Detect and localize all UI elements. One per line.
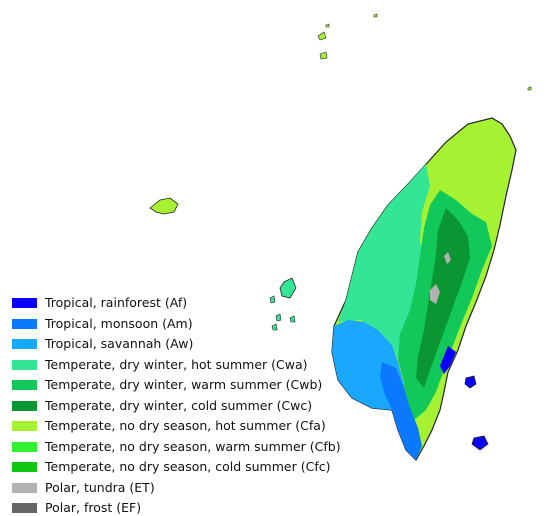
legend-label: Temperate, no dry season, hot summer (Cf… xyxy=(45,418,326,433)
legend-swatch xyxy=(12,400,37,411)
legend-label: Temperate, dry winter, warm summer (Cwb) xyxy=(45,377,323,392)
legend-item-af: Tropical, rainforest (Af) xyxy=(12,293,341,314)
legend-label: Polar, tundra (ET) xyxy=(45,479,155,495)
region-am xyxy=(380,362,422,460)
legend-item-cfa: Temperate, no dry season, hot summer (Cf… xyxy=(12,416,341,437)
matsu-islet-1 xyxy=(317,31,327,41)
region-et xyxy=(430,252,451,304)
legend-swatch xyxy=(12,380,37,391)
legend-label: Temperate, dry winter, cold summer (Cwc) xyxy=(45,397,313,413)
legend-swatch xyxy=(12,359,37,370)
legend-item-et: Polar, tundra (ET) xyxy=(12,478,341,499)
legend-item-aw: Tropical, savannah (Aw) xyxy=(12,334,341,355)
legend-label: Polar, frost (EF) xyxy=(45,500,142,515)
legend-swatch xyxy=(12,462,37,473)
orchid-island xyxy=(471,435,489,451)
legend-swatch xyxy=(12,339,37,350)
penghu-islands xyxy=(279,277,297,299)
legend-item-cfb: Temperate, no dry season, warm summer (C… xyxy=(12,437,341,458)
penghu-islet-3 xyxy=(289,315,296,323)
legend-swatch xyxy=(12,441,37,452)
legend-swatch xyxy=(12,482,37,493)
matsu-islet-4 xyxy=(373,13,378,18)
legend-item-am: Tropical, monsoon (Am) xyxy=(12,314,341,335)
legend-item-cwc: Temperate, dry winter, cold summer (Cwc) xyxy=(12,396,341,417)
legend-label: Tropical, savannah (Aw) xyxy=(45,336,194,351)
penghu-islet-2 xyxy=(271,323,278,331)
region-af xyxy=(440,346,456,374)
pengjia-islet xyxy=(527,86,532,91)
legend-label: Temperate, no dry season, warm summer (C… xyxy=(45,438,341,454)
legend-swatch xyxy=(12,421,37,432)
legend-label: Temperate, no dry season, cold summer (C… xyxy=(45,459,331,474)
green-island xyxy=(464,375,477,389)
penghu-islet-4 xyxy=(269,295,276,304)
legend-label: Tropical, monsoon (Am) xyxy=(45,315,193,331)
legend-item-cfc: Temperate, no dry season, cold summer (C… xyxy=(12,457,341,478)
region-cwc xyxy=(416,208,470,388)
legend-swatch xyxy=(12,503,37,514)
legend-item-ef: Polar, frost (EF) xyxy=(12,498,341,516)
climate-legend: Tropical, rainforest (Af) Tropical, monso… xyxy=(12,293,341,516)
penghu-islet-1 xyxy=(275,313,282,322)
legend-swatch xyxy=(12,298,37,309)
kinmen-island xyxy=(149,197,179,215)
matsu-islet-2 xyxy=(319,51,328,60)
legend-label: Tropical, rainforest (Af) xyxy=(45,295,188,310)
legend-item-cwa: Temperate, dry winter, hot summer (Cwa) xyxy=(12,355,341,376)
matsu-islet-3 xyxy=(325,23,330,28)
legend-swatch xyxy=(12,318,37,329)
legend-item-cwb: Temperate, dry winter, warm summer (Cwb) xyxy=(12,375,341,396)
legend-label: Temperate, dry winter, hot summer (Cwa) xyxy=(45,356,308,372)
